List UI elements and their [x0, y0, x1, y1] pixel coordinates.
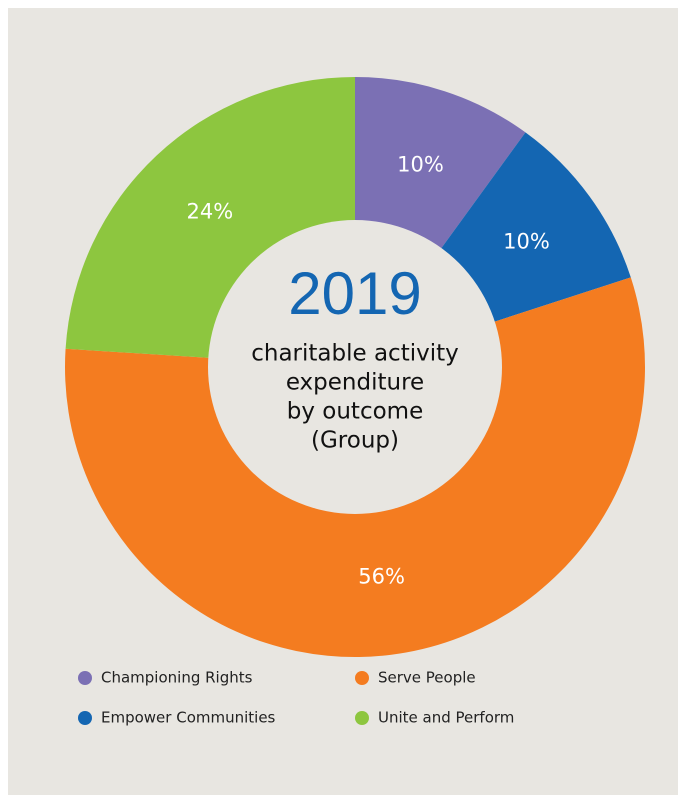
donut-hole	[208, 220, 502, 514]
center-text: expenditure	[286, 370, 424, 396]
center-text: by outcome	[287, 399, 423, 425]
center-title: 2019	[288, 260, 421, 327]
legend-swatch	[355, 711, 369, 725]
legend-swatch	[355, 671, 369, 685]
legend-swatch	[78, 711, 92, 725]
center-text: (Group)	[311, 428, 399, 454]
value-label: 56%	[358, 564, 405, 588]
value-label: 10%	[397, 152, 444, 176]
center-text: charitable activity	[251, 341, 459, 367]
value-label: 24%	[187, 199, 234, 223]
legend-label: Championing Rights	[101, 669, 253, 687]
value-label: 10%	[503, 229, 550, 253]
legend-label: Empower Communities	[101, 709, 276, 727]
legend-swatch	[78, 671, 92, 685]
legend-label: Unite and Perform	[378, 709, 514, 727]
legend-label: Serve People	[378, 669, 476, 687]
